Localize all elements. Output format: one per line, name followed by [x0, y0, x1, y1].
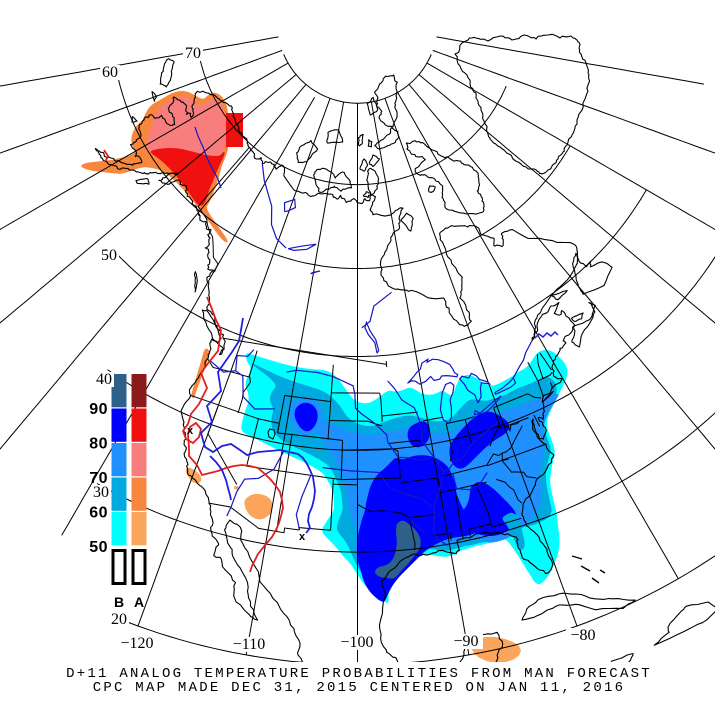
svg-text:40: 40 [96, 371, 112, 388]
svg-text:50: 50 [101, 247, 117, 264]
svg-text:70: 70 [185, 45, 201, 62]
svg-text:60: 60 [102, 64, 118, 81]
svg-text:−120: −120 [120, 635, 153, 652]
svg-text:−90: −90 [453, 633, 478, 650]
svg-text:70: 70 [89, 470, 108, 487]
svg-text:60: 60 [89, 505, 108, 522]
svg-text:90: 90 [89, 401, 108, 418]
svg-text:−110: −110 [233, 636, 265, 653]
svg-text:CPC MAP MADE DEC 31, 2015 CENT: CPC MAP MADE DEC 31, 2015 CENTERED ON JA… [93, 680, 626, 696]
svg-text:30: 30 [93, 484, 109, 501]
svg-text:x: x [187, 425, 194, 437]
svg-text:80: 80 [89, 436, 108, 453]
svg-text:50: 50 [89, 539, 108, 556]
svg-text:A: A [134, 594, 144, 610]
svg-text:20: 20 [111, 611, 127, 628]
svg-text:−100: −100 [340, 634, 373, 651]
svg-text:x: x [299, 531, 306, 543]
svg-text:−80: −80 [570, 627, 595, 644]
svg-text:B: B [114, 594, 124, 610]
svg-text:D+11 ANALOG TEMPERATURE PROBAB: D+11 ANALOG TEMPERATURE PROBABILITIES FR… [66, 666, 652, 682]
